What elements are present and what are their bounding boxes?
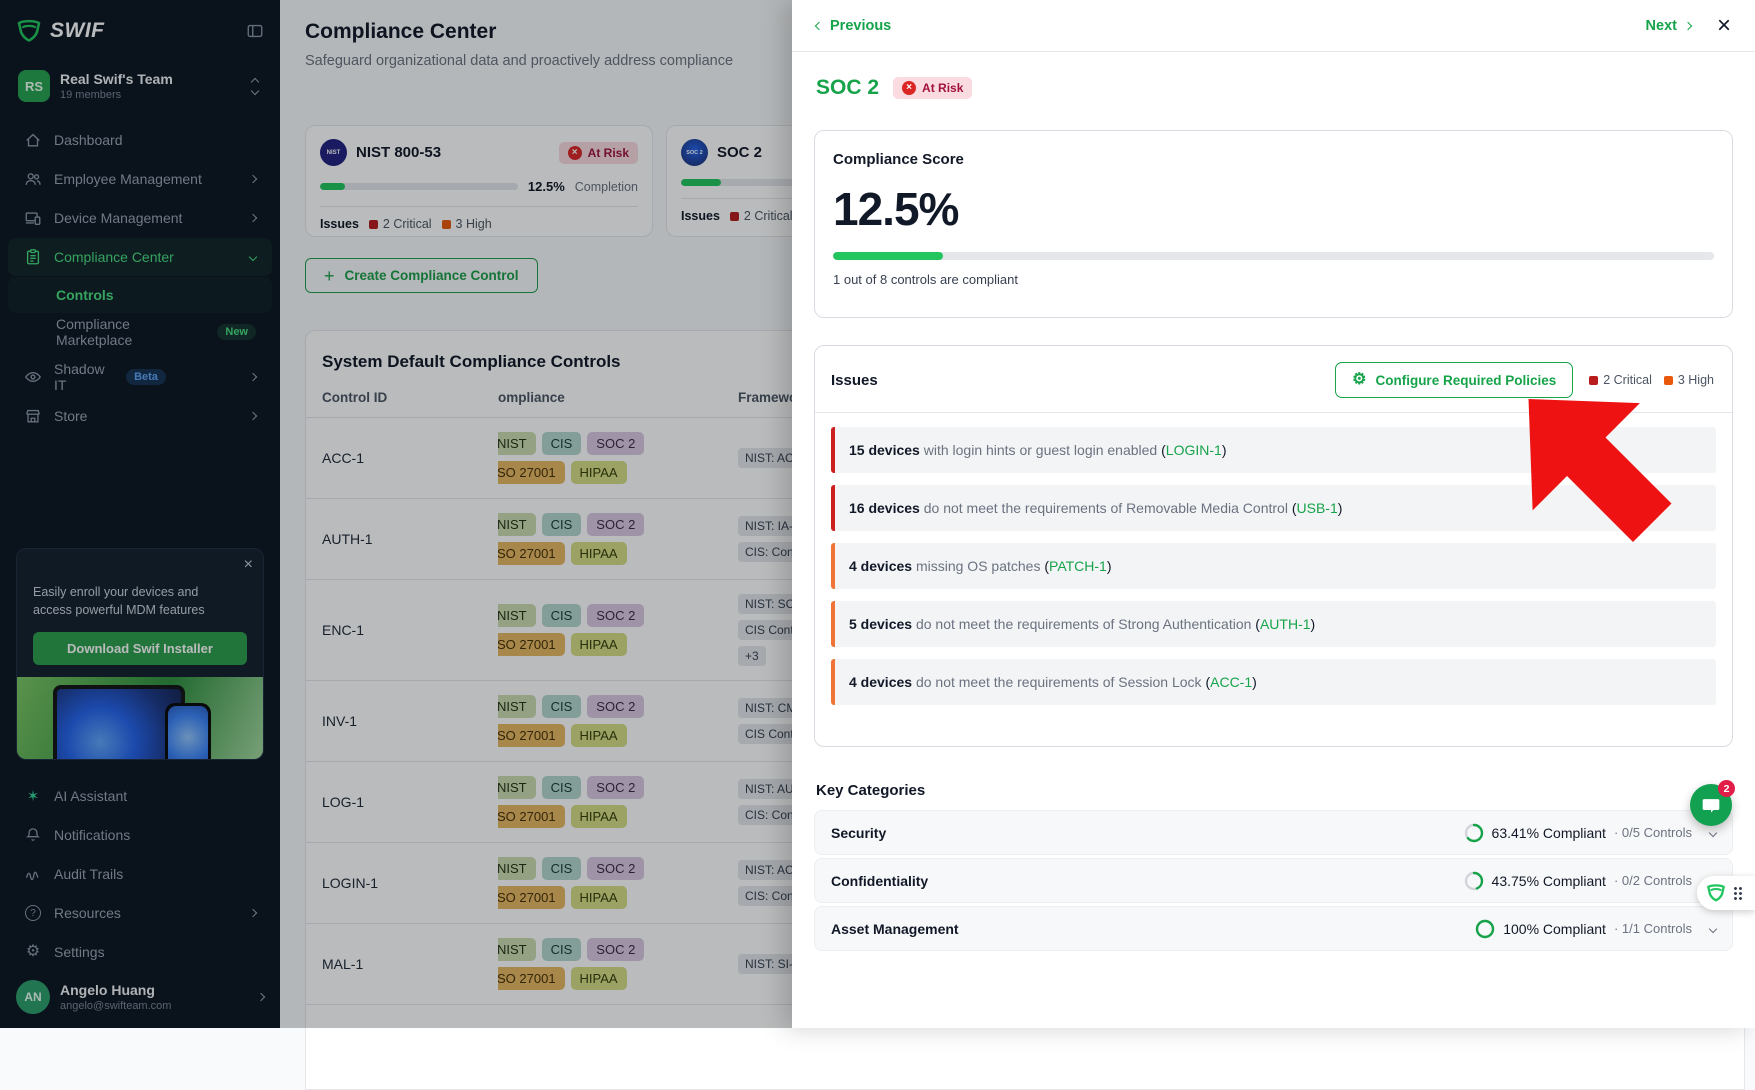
chat-button[interactable]: 2 — [1690, 784, 1732, 826]
score-caption: 1 out of 8 controls are compliant — [833, 272, 1714, 287]
gear-icon: ⚙ — [1352, 372, 1366, 388]
chevron-right-icon — [1684, 21, 1692, 29]
previous-button[interactable]: Previous — [816, 18, 891, 34]
drawer-header: Previous Next × — [792, 0, 1755, 52]
circle-x-icon: × — [902, 81, 916, 95]
chat-bubble-icon — [1701, 795, 1721, 815]
chevron-left-icon — [815, 21, 823, 29]
chat-unread-badge: 2 — [1718, 780, 1735, 797]
issues-label: Issues — [831, 372, 1335, 389]
issue-control-link[interactable]: LOGIN-1 — [1166, 442, 1222, 458]
issues-legend: 2 Critical 3 High — [1589, 373, 1714, 387]
swif-widget-handle[interactable] — [1697, 876, 1755, 910]
issue-item: 4 devices missing OS patches PATCH-1 — [831, 543, 1716, 589]
compliance-score-card: Compliance Score 12.5% 1 out of 8 contro… — [814, 130, 1733, 318]
soc2-detail-drawer: Previous Next × SOC 2 × At Risk Complian… — [792, 0, 1755, 1028]
drag-handle-icon — [1733, 886, 1743, 900]
swif-shield-icon — [1706, 883, 1726, 903]
issue-control-link[interactable]: ACC-1 — [1210, 674, 1252, 690]
issue-control-link[interactable]: USB-1 — [1297, 500, 1338, 516]
issue-item: 5 devices do not meet the requirements o… — [831, 601, 1716, 647]
issue-item: 16 devices do not meet the requirements … — [831, 485, 1716, 531]
issue-item: 15 devices with login hints or guest log… — [831, 427, 1716, 473]
category-row-security[interactable]: Security 63.41% Compliant 0/5 Controls — [814, 810, 1733, 855]
issues-card: Issues ⚙ Configure Required Policies 2 C… — [814, 345, 1733, 747]
score-label: Compliance Score — [833, 151, 1714, 168]
issue-item: 4 devices do not meet the requirements o… — [831, 659, 1716, 705]
issue-control-link[interactable]: PATCH-1 — [1049, 558, 1107, 574]
chevron-down-icon[interactable] — [1709, 924, 1717, 932]
status-badge: × At Risk — [893, 77, 972, 99]
close-icon[interactable]: × — [1717, 14, 1731, 38]
score-value: 12.5% — [833, 182, 1714, 236]
configure-required-policies-button[interactable]: ⚙ Configure Required Policies — [1335, 362, 1573, 398]
progress-ring — [1464, 871, 1484, 891]
next-button[interactable]: Next — [1646, 18, 1691, 34]
drawer-title: SOC 2 — [816, 76, 879, 100]
category-row-asset-management[interactable]: Asset Management 100% Compliant 1/1 Cont… — [814, 906, 1733, 951]
issue-control-link[interactable]: AUTH-1 — [1260, 616, 1311, 632]
progress-ring — [1464, 823, 1484, 843]
chevron-down-icon[interactable] — [1709, 828, 1717, 836]
score-progress-bar — [833, 252, 1714, 260]
progress-ring — [1475, 919, 1495, 939]
key-categories-heading: Key Categories — [816, 782, 925, 799]
category-row-confidentiality[interactable]: Confidentiality 43.75% Compliant 0/2 Con… — [814, 858, 1733, 903]
modal-backdrop[interactable] — [0, 0, 792, 1028]
